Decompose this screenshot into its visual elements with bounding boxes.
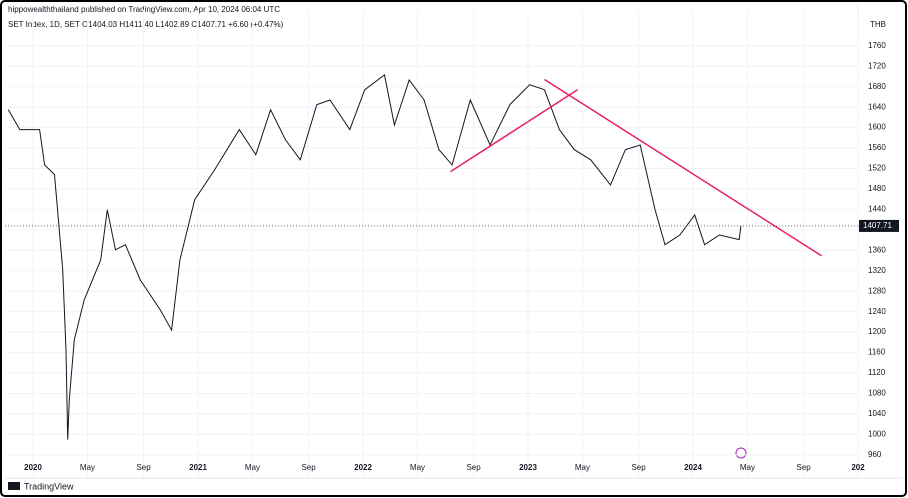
publisher: hippowealththailand published on Trading…: [8, 5, 280, 14]
y-tick-label: 1560: [868, 143, 886, 152]
y-tick-label: 1480: [868, 184, 886, 193]
y-tick-label: 1040: [868, 409, 886, 418]
y-tick-label: 1160: [868, 348, 886, 357]
y-tick-label: 1280: [868, 286, 886, 295]
x-tick-label: May: [80, 463, 95, 472]
last-price-box: [859, 219, 899, 232]
x-tick-label: May: [410, 463, 425, 472]
y-tick-label: 1640: [868, 102, 886, 111]
trend-line: [544, 78, 823, 257]
x-tick-label: Sep: [301, 463, 316, 472]
x-tick-label: 2023: [519, 463, 537, 472]
brand: TradingView: [24, 481, 74, 491]
x-tick-label: Sep: [796, 463, 811, 472]
chart-title: SET Index, 1D, SET O1404.03 H1411.40 L14…: [8, 20, 284, 29]
x-tick-label: 2020: [24, 463, 42, 472]
y-tick-label: 1200: [868, 327, 886, 336]
x-tick-label: May: [245, 463, 260, 472]
logo: [8, 482, 20, 490]
event-icon: [735, 447, 747, 459]
y-tick-label: 1600: [868, 123, 886, 132]
y-tick-label: 1680: [868, 82, 886, 91]
x-tick-label: 2022: [354, 463, 372, 472]
x-tick-label: May: [575, 463, 590, 472]
trend-line: [450, 89, 578, 173]
price-line: [7, 74, 742, 440]
x-tick-label: 2024: [684, 463, 702, 472]
x-tick-label: 202: [851, 463, 865, 472]
y-tick-label: 1520: [868, 164, 886, 173]
y-tick-label: 1320: [868, 266, 886, 275]
x-tick-label: Sep: [466, 463, 481, 472]
x-tick-label: Sep: [631, 463, 646, 472]
last-price-label: 1407.71: [863, 221, 892, 230]
x-tick-label: Sep: [136, 463, 151, 472]
currency: THB: [870, 20, 886, 29]
y-tick-label: 1720: [868, 61, 886, 70]
y-tick-label: 1120: [868, 368, 886, 377]
y-tick-label: 1240: [868, 307, 886, 316]
y-tick-label: 1360: [868, 245, 886, 254]
y-tick-label: 1440: [868, 205, 886, 214]
y-tick-label: 1000: [868, 429, 886, 438]
x-tick-label: 2021: [189, 463, 207, 472]
x-tick-label: May: [740, 463, 755, 472]
y-tick-label: 1760: [868, 41, 886, 50]
y-tick-label: 960: [868, 450, 882, 459]
y-tick-label: 1080: [868, 389, 886, 398]
